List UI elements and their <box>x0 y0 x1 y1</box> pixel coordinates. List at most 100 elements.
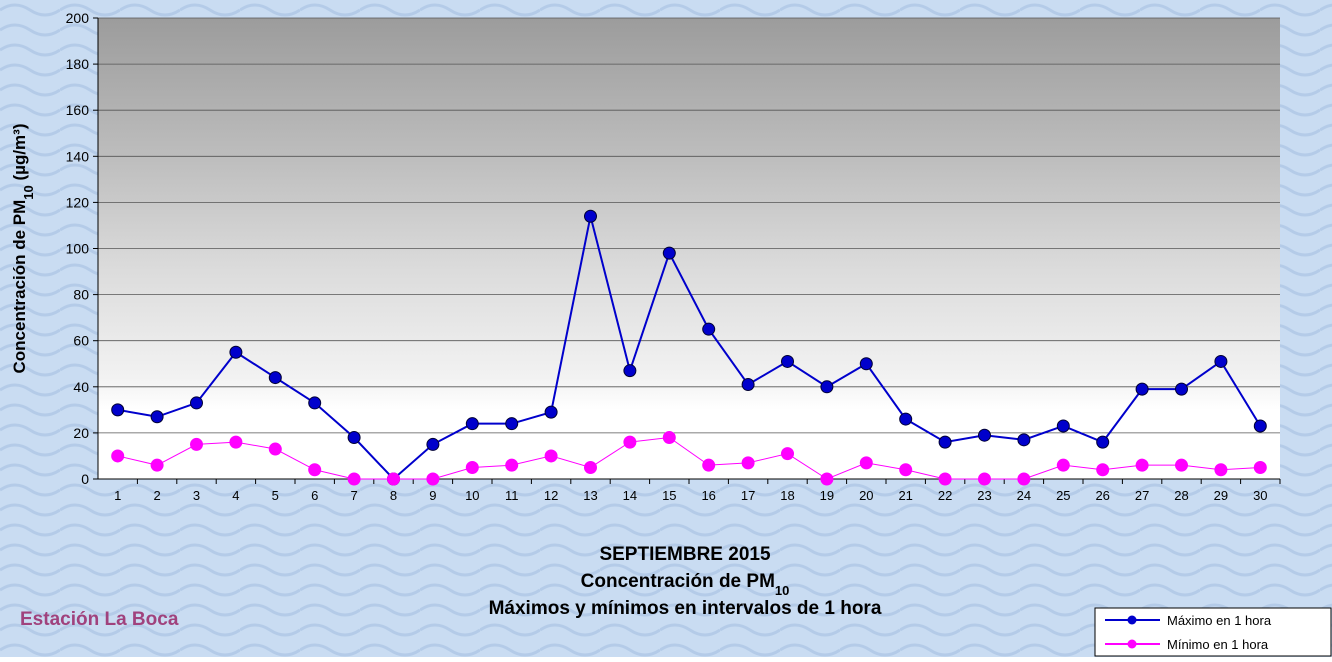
x-tick-label: 28 <box>1174 488 1188 503</box>
station-label: Estación La Boca <box>20 609 179 630</box>
y-tick-label: 160 <box>66 102 90 118</box>
data-point <box>1176 459 1188 471</box>
data-point <box>1254 420 1266 432</box>
x-tick-label: 14 <box>623 488 637 503</box>
data-point <box>900 413 912 425</box>
data-point <box>821 381 833 393</box>
data-point <box>230 436 242 448</box>
data-point <box>545 406 557 418</box>
data-point <box>1018 434 1030 446</box>
data-point <box>1136 383 1148 395</box>
data-point <box>1097 464 1109 476</box>
y-tick-label: 140 <box>66 148 90 164</box>
data-point <box>742 457 754 469</box>
data-point <box>624 436 636 448</box>
y-tick-label: 180 <box>66 56 90 72</box>
x-tick-label: 8 <box>390 488 397 503</box>
data-point <box>466 418 478 430</box>
y-tick-label: 100 <box>66 241 90 257</box>
data-point <box>1136 459 1148 471</box>
y-tick-label: 40 <box>73 379 89 395</box>
data-point <box>1215 355 1227 367</box>
data-point <box>1215 464 1227 476</box>
data-point <box>506 418 518 430</box>
x-tick-label: 18 <box>780 488 794 503</box>
x-tick-label: 5 <box>272 488 279 503</box>
x-tick-label: 27 <box>1135 488 1149 503</box>
data-point <box>309 464 321 476</box>
data-point <box>821 473 833 485</box>
data-point <box>742 378 754 390</box>
data-point <box>151 459 163 471</box>
chart-title-part: SEPTIEMBRE 2015 <box>599 544 770 565</box>
data-point <box>112 404 124 416</box>
data-point <box>900 464 912 476</box>
data-point <box>269 443 281 455</box>
x-tick-label: 12 <box>544 488 558 503</box>
data-point <box>230 346 242 358</box>
y-tick-label: 20 <box>73 425 89 441</box>
y-axis-label-part: Concentración de PM <box>10 200 29 374</box>
x-tick-label: 22 <box>938 488 952 503</box>
chart: 0204060801001201401601802001234567891011… <box>0 0 1332 657</box>
data-point <box>191 397 203 409</box>
x-tick-label: 25 <box>1056 488 1070 503</box>
x-tick-label: 4 <box>232 488 239 503</box>
x-tick-label: 19 <box>820 488 834 503</box>
data-point <box>860 358 872 370</box>
x-tick-label: 26 <box>1095 488 1109 503</box>
data-point <box>1018 473 1030 485</box>
data-point <box>1057 459 1069 471</box>
x-tick-label: 20 <box>859 488 873 503</box>
data-point <box>309 397 321 409</box>
data-point <box>427 473 439 485</box>
data-point <box>782 355 794 367</box>
data-point <box>663 247 675 259</box>
data-point <box>269 372 281 384</box>
y-tick-label: 200 <box>66 10 90 26</box>
data-point <box>1097 436 1109 448</box>
data-point <box>348 473 360 485</box>
x-tick-label: 29 <box>1214 488 1228 503</box>
data-point <box>585 210 597 222</box>
x-tick-label: 17 <box>741 488 755 503</box>
chart-title: SEPTIEMBRE 2015 <box>599 544 770 565</box>
data-point <box>348 432 360 444</box>
data-point <box>388 473 400 485</box>
data-point <box>979 473 991 485</box>
data-point <box>506 459 518 471</box>
x-tick-label: 6 <box>311 488 318 503</box>
y-axis-label-part: 10 <box>21 185 36 199</box>
data-point <box>1176 383 1188 395</box>
data-point <box>703 323 715 335</box>
data-point <box>939 473 951 485</box>
x-tick-label: 13 <box>583 488 597 503</box>
data-point <box>191 438 203 450</box>
chart-title-part: 10 <box>775 583 789 598</box>
x-tick-label: 7 <box>350 488 357 503</box>
x-tick-label: 15 <box>662 488 676 503</box>
data-point <box>1057 420 1069 432</box>
data-point <box>585 461 597 473</box>
x-tick-label: 2 <box>153 488 160 503</box>
data-point <box>624 365 636 377</box>
data-point <box>860 457 872 469</box>
data-point <box>545 450 557 462</box>
x-tick-label: 3 <box>193 488 200 503</box>
y-tick-label: 80 <box>73 287 89 303</box>
y-axis-label-part: (µg/m³) <box>10 123 29 185</box>
data-point <box>979 429 991 441</box>
x-tick-label: 21 <box>898 488 912 503</box>
data-point <box>703 459 715 471</box>
x-tick-label: 1 <box>114 488 121 503</box>
data-point <box>466 461 478 473</box>
x-tick-label: 23 <box>977 488 991 503</box>
data-point <box>939 436 951 448</box>
chart-title: Máximos y mínimos en intervalos de 1 hor… <box>489 598 882 619</box>
legend-label: Máximo en 1 hora <box>1167 613 1272 628</box>
x-tick-label: 30 <box>1253 488 1267 503</box>
legend-marker <box>1128 616 1137 625</box>
data-point <box>1254 461 1266 473</box>
chart-title-part: Máximos y mínimos en intervalos de 1 hor… <box>489 598 882 619</box>
data-point <box>427 438 439 450</box>
